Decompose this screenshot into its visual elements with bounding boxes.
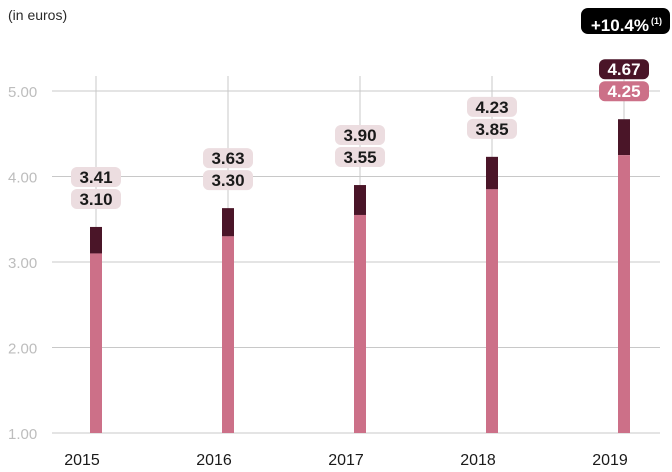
bar-segment-top [90, 226, 102, 254]
data-label-top: 3.41 [79, 168, 112, 187]
data-label-bg-top [599, 59, 649, 80]
bar-segment-base [222, 236, 234, 433]
data-label-base: 3.30 [211, 171, 244, 190]
data-label-top: 4.23 [475, 98, 508, 117]
y-tick-label: 5.00 [8, 84, 37, 101]
data-label-top: 3.90 [343, 126, 376, 145]
bars [90, 119, 630, 433]
data-label-base: 3.85 [475, 120, 508, 139]
data-label-bg-top [467, 96, 517, 117]
bar-segment-base [618, 155, 630, 433]
data-label-top: 3.63 [211, 149, 244, 168]
growth-badge: +10.4% (1) [580, 8, 670, 35]
x-tick-label: 2017 [328, 452, 364, 469]
y-axis-ticks: 5.00 4.00 3.00 2.00 1.00 [8, 84, 37, 443]
bar-segment-top [354, 185, 366, 215]
data-label-box: 3.63 3.30 [203, 148, 253, 191]
unit-label: (in euros) [8, 7, 68, 23]
data-label-box: 3.41 3.10 [71, 166, 121, 209]
data-label-box: 4.23 3.85 [467, 96, 517, 139]
x-axis-ticks: 2015 2016 2017 2018 2019 [64, 452, 628, 469]
data-label-bg-base [599, 81, 649, 102]
data-labels: 3.41 3.10 3.63 3.30 3.90 3.55 4.23 3.85 4.67 4.25 [71, 59, 649, 209]
bar-segment-top [618, 119, 630, 156]
bar-segment-base [90, 253, 102, 433]
y-tick-label: 1.00 [8, 426, 37, 443]
data-label-base: 3.10 [79, 190, 112, 209]
data-label-bg-base [71, 188, 121, 209]
bar-segment-base [354, 214, 366, 433]
data-label-bg-top [335, 125, 385, 146]
data-label-box: 4.67 4.25 [599, 59, 649, 102]
growth-badge-footnote: (1) [651, 16, 662, 26]
data-label-bg-base [467, 118, 517, 139]
data-label-base: 4.25 [607, 82, 640, 101]
x-tick-label: 2019 [592, 452, 628, 469]
y-tick-label: 2.00 [8, 341, 37, 358]
bar-segment-top [486, 156, 498, 190]
data-label-base: 3.55 [343, 148, 376, 167]
x-tick-label: 2018 [460, 452, 496, 469]
y-tick-label: 3.00 [8, 255, 37, 272]
bar-segment-top [222, 208, 234, 237]
x-tick-label: 2016 [196, 452, 232, 469]
y-tick-label: 4.00 [8, 170, 37, 187]
data-label-bg-top [71, 166, 121, 187]
data-label-top: 4.67 [607, 60, 640, 79]
data-label-bg-base [335, 147, 385, 168]
data-label-bg-base [203, 170, 253, 191]
growth-badge-value: +10.4% [590, 16, 649, 35]
x-tick-label: 2015 [64, 452, 100, 469]
bar-segment-base [486, 189, 498, 433]
data-label-box: 3.90 3.55 [335, 125, 385, 168]
data-label-bg-top [203, 148, 253, 169]
